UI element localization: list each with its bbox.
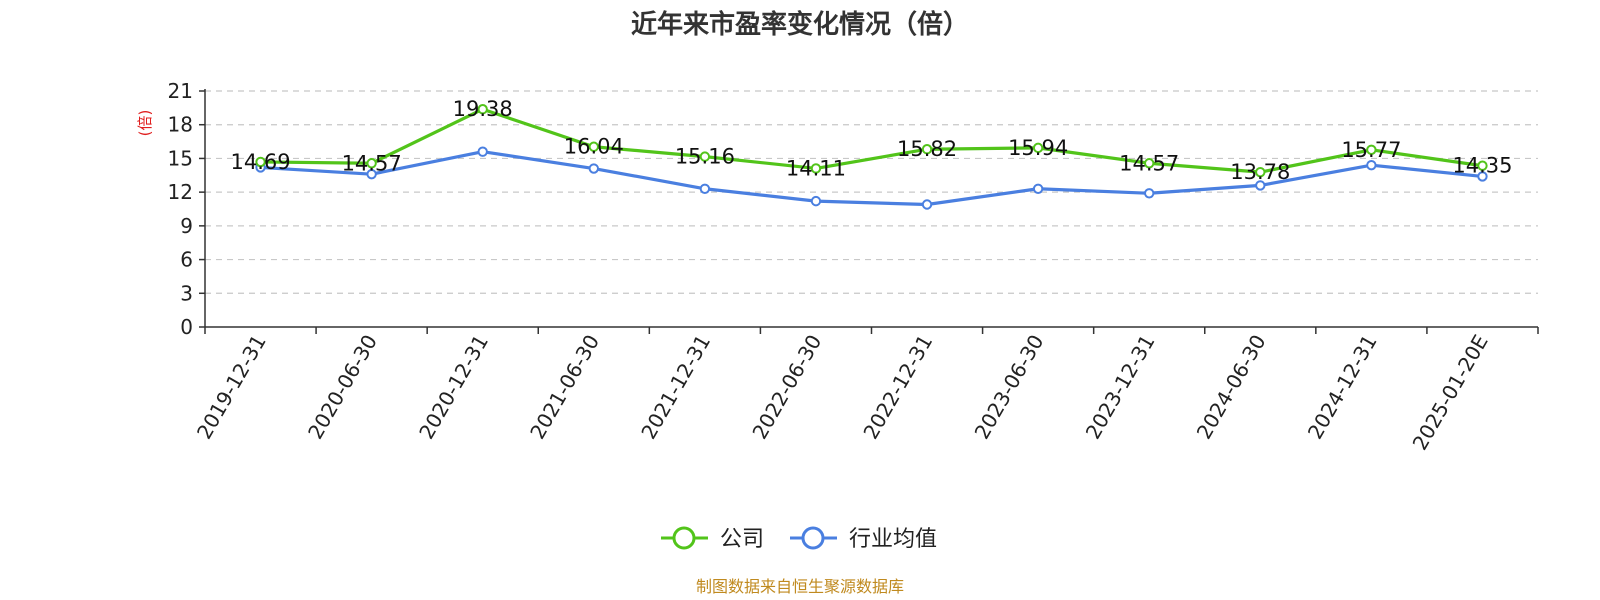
- legend: 公司 行业均值: [661, 526, 937, 552]
- data-point-industry-average[interactable]: [699, 183, 711, 194]
- data-point-industry-average[interactable]: [1144, 188, 1155, 199]
- data-point-company[interactable]: [810, 163, 822, 174]
- data-point-industry-average[interactable]: [921, 199, 933, 210]
- data-label-company: 15.82: [897, 137, 957, 161]
- y-axis-unit-label: (倍): [136, 110, 154, 137]
- x-axis-tick-label: 2019-12-31: [192, 331, 271, 444]
- x-axis-tick-label: 2021-12-31: [636, 331, 715, 444]
- data-label-company: 19.38: [453, 97, 513, 121]
- data-point-industry-average[interactable]: [366, 168, 377, 180]
- data-label-company: 15.94: [1008, 136, 1068, 160]
- chart-title: 近年来市盈率变化情况（倍）: [631, 9, 969, 40]
- data-label-company: 14.11: [786, 156, 846, 180]
- legend-item-industry-average[interactable]: 行业均值: [790, 526, 937, 552]
- y-axis-tick-label: 21: [168, 79, 193, 103]
- data-label-company: 13.78: [1230, 160, 1290, 184]
- data-label-company: 14.57: [1119, 151, 1179, 175]
- x-axis-tick-label: 2020-06-30: [303, 331, 382, 444]
- data-point-company[interactable]: [1366, 144, 1377, 155]
- y-axis-tick-label: 9: [180, 214, 193, 238]
- data-label-company: 14.69: [230, 150, 290, 174]
- legend-marker-industry-average: [801, 526, 825, 550]
- data-point-company[interactable]: [1032, 142, 1044, 154]
- x-axis-tick-label: 2022-12-31: [858, 331, 937, 444]
- data-point-industry-average[interactable]: [1032, 183, 1044, 194]
- data-labels-layer: 14.69 14.57 19.38 16.04 15.16 14.11 15.82 15.94…: [230, 97, 1512, 184]
- data-point-industry-average[interactable]: [1366, 159, 1377, 171]
- legend-label-company: 公司: [720, 527, 764, 552]
- series-line-company: [258, 107, 1485, 174]
- y-axis-tick-label: 18: [168, 113, 193, 137]
- y-axis-tick-label: 15: [168, 146, 193, 170]
- series-line-industry-average: [258, 150, 1485, 207]
- legend-label-industry-average: 行业均值: [849, 527, 937, 552]
- data-point-company[interactable]: [1255, 166, 1266, 178]
- x-axis-tick-label: 2023-12-31: [1081, 331, 1160, 444]
- data-point-company[interactable]: [699, 151, 711, 162]
- data-point-company[interactable]: [1477, 160, 1488, 171]
- data-point-company[interactable]: [921, 144, 933, 155]
- x-axis-tick-label: 2024-12-31: [1303, 331, 1382, 444]
- data-point-industry-average[interactable]: [588, 163, 599, 174]
- data-label-company: 15.77: [1341, 138, 1401, 162]
- legend-marker-company: [672, 526, 696, 550]
- x-axis-tick-label: 2021-06-30: [525, 331, 604, 444]
- data-source-note: 制图数据来自恒生聚源数据库: [696, 577, 904, 596]
- data-label-company: 14.57: [342, 151, 402, 175]
- data-point-company[interactable]: [588, 141, 599, 152]
- data-point-industry-average[interactable]: [1477, 171, 1488, 182]
- axes-layer: 0 3 6 9 12 15 18 21 2019-12-31 2020-06-30 2020-12-…: [168, 79, 1539, 455]
- y-axis-tick-label: 6: [180, 248, 193, 272]
- y-axis-tick-label: 3: [180, 281, 193, 305]
- y-axis-tick-label: 0: [180, 315, 193, 339]
- series-layer: [255, 104, 1488, 210]
- data-point-company[interactable]: [477, 104, 488, 115]
- x-axis-tick-label: 2023-06-30: [970, 331, 1049, 444]
- data-label-company: 15.16: [675, 145, 735, 169]
- x-axis-tick-label: 2024-06-30: [1192, 331, 1271, 444]
- grid-layer: [205, 90, 1538, 294]
- data-point-industry-average[interactable]: [1255, 180, 1266, 191]
- legend-item-company[interactable]: 公司: [661, 526, 764, 552]
- x-axis-tick-label: 2020-12-31: [414, 331, 493, 444]
- data-point-industry-average[interactable]: [477, 146, 488, 157]
- data-point-industry-average[interactable]: [810, 195, 822, 207]
- data-label-company: 14.35: [1452, 154, 1512, 178]
- x-axis-tick-label: 2022-06-30: [747, 331, 826, 444]
- data-label-company: 16.04: [564, 135, 624, 159]
- data-point-company[interactable]: [1144, 158, 1155, 169]
- x-axis-tick-label: 2025-01-20E: [1408, 331, 1493, 455]
- y-axis-tick-label: 12: [168, 180, 193, 204]
- data-point-company[interactable]: [366, 158, 377, 169]
- data-point-company[interactable]: [255, 156, 266, 168]
